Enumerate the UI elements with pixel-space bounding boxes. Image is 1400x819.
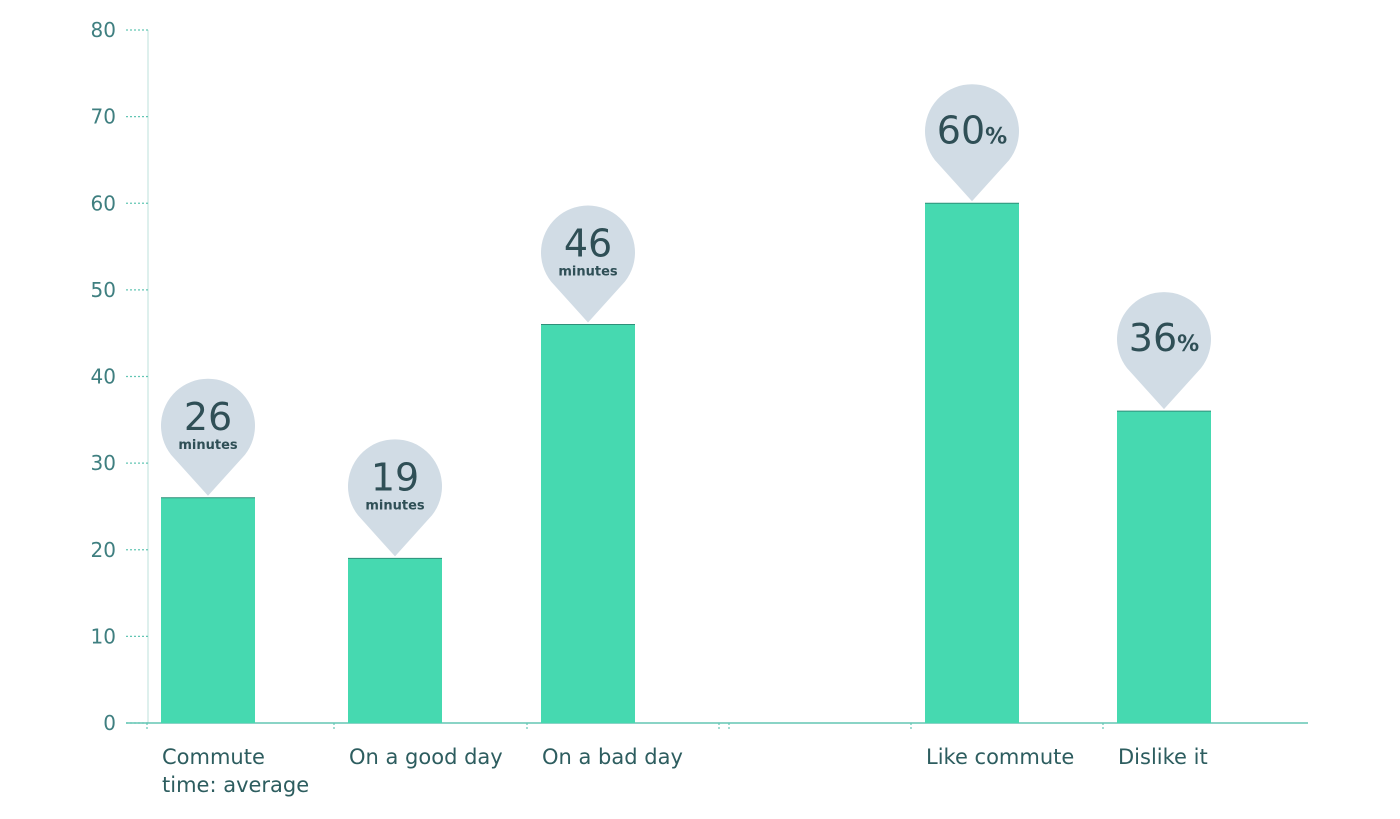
- callout-percent-sign: %: [985, 124, 1007, 149]
- category-label: Dislike it: [1118, 745, 1208, 769]
- category-labels: Commute time: average On a good day On a ba…: [162, 745, 1208, 797]
- callout-value: 60%: [937, 108, 1007, 152]
- value-callout-pin: [1116, 292, 1211, 410]
- y-tick-label: 40: [91, 365, 116, 389]
- value-callout-pin: [925, 84, 1019, 202]
- category-label: Like commute: [926, 745, 1074, 769]
- bar: [541, 324, 635, 723]
- value-callout-pin: [161, 378, 255, 496]
- y-tick-label: 80: [91, 18, 116, 42]
- callout-number: 60: [937, 108, 985, 152]
- value-callout-pin: [348, 439, 442, 557]
- y-tick-label: 50: [91, 278, 116, 302]
- callout-number: 26: [184, 395, 232, 439]
- y-tick-label: 30: [91, 451, 116, 475]
- value-callout-pin: [540, 205, 635, 323]
- callout-percent-sign: %: [1177, 332, 1199, 357]
- callout-number: 36: [1129, 316, 1177, 360]
- y-tick-label: 10: [91, 624, 116, 648]
- callout-number: 46: [564, 222, 612, 266]
- bar: [161, 497, 255, 723]
- y-tick-label: 70: [91, 105, 116, 129]
- callout-number: 19: [371, 455, 419, 499]
- y-axis: 0 10 20 30 40 50 60 70 80: [91, 18, 149, 735]
- x-axis: [126, 722, 1308, 730]
- category-label: On a bad day: [542, 745, 683, 769]
- bar: [1117, 411, 1211, 723]
- y-tick-label: 60: [91, 191, 116, 215]
- bars: [161, 202, 1211, 723]
- callout-unit: minutes: [365, 498, 425, 513]
- callout-unit: minutes: [558, 265, 618, 280]
- callout-unit: minutes: [178, 438, 238, 453]
- y-tick-label: 20: [91, 538, 116, 562]
- y-tick-label: 0: [103, 711, 116, 735]
- bar: [925, 203, 1019, 723]
- category-label: time: average: [162, 773, 309, 797]
- category-label: On a good day: [349, 745, 503, 769]
- bar: [348, 558, 442, 723]
- callout-value: 36%: [1129, 316, 1199, 360]
- category-label: Commute: [162, 745, 265, 769]
